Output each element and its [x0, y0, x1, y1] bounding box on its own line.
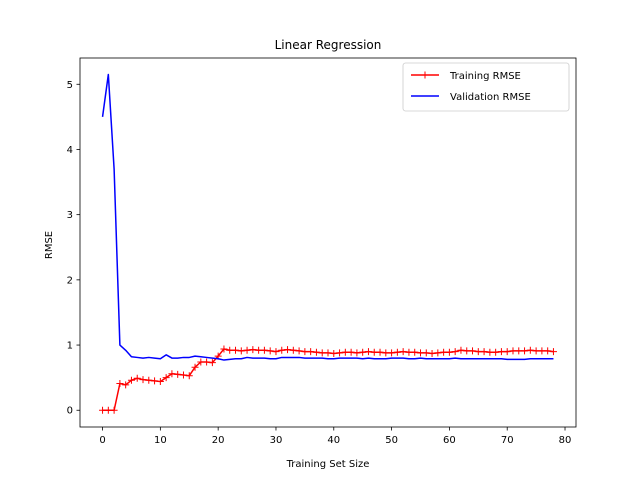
x-tick-label: 60: [443, 435, 456, 446]
data-point: [422, 349, 430, 357]
data-point: [145, 376, 153, 384]
x-tick-label: 50: [385, 435, 398, 446]
data-point: [179, 371, 187, 379]
plot-frame: [79, 57, 577, 428]
x-tick-label: 30: [270, 435, 283, 446]
series-validation: [101, 73, 554, 361]
data-point: [324, 349, 332, 357]
data-point: [503, 348, 511, 356]
axes: 0 10 20 30 40 50 60 70 80 0 1 2 3 4 5: [67, 57, 577, 446]
data-point: [411, 348, 419, 356]
data-point: [133, 374, 141, 382]
data-point: [544, 347, 552, 355]
x-tick-label: 80: [559, 435, 572, 446]
data-point: [237, 347, 245, 355]
y-tick-label: 2: [67, 275, 73, 286]
data-point: [260, 346, 268, 354]
data-point: [359, 348, 367, 356]
legend-label: Validation RMSE: [450, 92, 531, 103]
y-tick-label: 0: [67, 406, 73, 417]
data-point: [445, 348, 453, 356]
data-point: [168, 370, 176, 378]
x-tick-label: 20: [212, 435, 225, 446]
y-tick-label: 3: [67, 210, 73, 221]
data-point: [480, 348, 488, 356]
legend-label: Training RMSE: [449, 71, 521, 82]
data-point: [174, 370, 182, 378]
data-point: [393, 348, 401, 356]
data-point: [156, 378, 164, 386]
data-point: [289, 346, 297, 354]
chart-title: Linear Regression: [275, 38, 382, 52]
data-point: [388, 349, 396, 357]
data-point: [191, 363, 199, 371]
data-point: [307, 348, 315, 356]
data-point: [272, 348, 280, 356]
data-point: [127, 376, 135, 384]
y-axis-label: RMSE: [44, 231, 55, 259]
data-point: [185, 372, 193, 380]
data-point: [220, 345, 228, 353]
data-point: [266, 347, 274, 355]
data-point: [451, 348, 459, 356]
x-tick-label: 10: [154, 435, 167, 446]
x-tick-label: 70: [501, 435, 514, 446]
legend-item: Validation RMSE: [411, 92, 531, 103]
data-point: [232, 346, 240, 354]
data-point: [364, 348, 372, 356]
data-point: [336, 349, 344, 357]
series-training: [99, 345, 557, 414]
data-point: [428, 350, 436, 358]
data-point: [162, 374, 170, 382]
data-point: [353, 349, 361, 357]
data-point: [208, 359, 216, 367]
data-point: [110, 406, 118, 414]
data-point: [549, 348, 557, 356]
legend-marker: [421, 71, 429, 79]
y-tick-label: 1: [67, 341, 73, 352]
data-point: [312, 348, 320, 356]
data-point: [469, 347, 477, 355]
y-tick-label: 4: [67, 145, 73, 156]
data-point: [434, 349, 442, 357]
data-point: [295, 347, 303, 355]
data-point: [347, 348, 355, 356]
x-axis-label: Training Set Size: [286, 459, 370, 470]
data-point: [521, 347, 529, 355]
data-point: [330, 350, 338, 358]
data-point: [139, 376, 147, 384]
data-point: [399, 348, 407, 356]
data-point: [116, 380, 124, 388]
data-point: [376, 348, 384, 356]
x-tick-label: 40: [327, 435, 340, 446]
legend-item: Training RMSE: [411, 71, 521, 82]
data-point: [457, 346, 465, 354]
data-point: [243, 346, 251, 354]
data-point: [151, 377, 159, 385]
plot-area: [99, 73, 557, 414]
legend-box: [402, 62, 570, 112]
data-point: [249, 346, 257, 354]
series-line: [101, 73, 554, 361]
y-tick-label: 5: [67, 80, 73, 91]
data-point: [203, 358, 211, 366]
data-point: [122, 381, 130, 389]
data-point: [526, 346, 534, 354]
data-point: [284, 346, 292, 354]
data-point: [492, 348, 500, 356]
legend: Training RMSE Validation RMSE: [402, 62, 570, 112]
x-tick-label: 0: [99, 435, 105, 446]
data-point: [278, 346, 286, 354]
